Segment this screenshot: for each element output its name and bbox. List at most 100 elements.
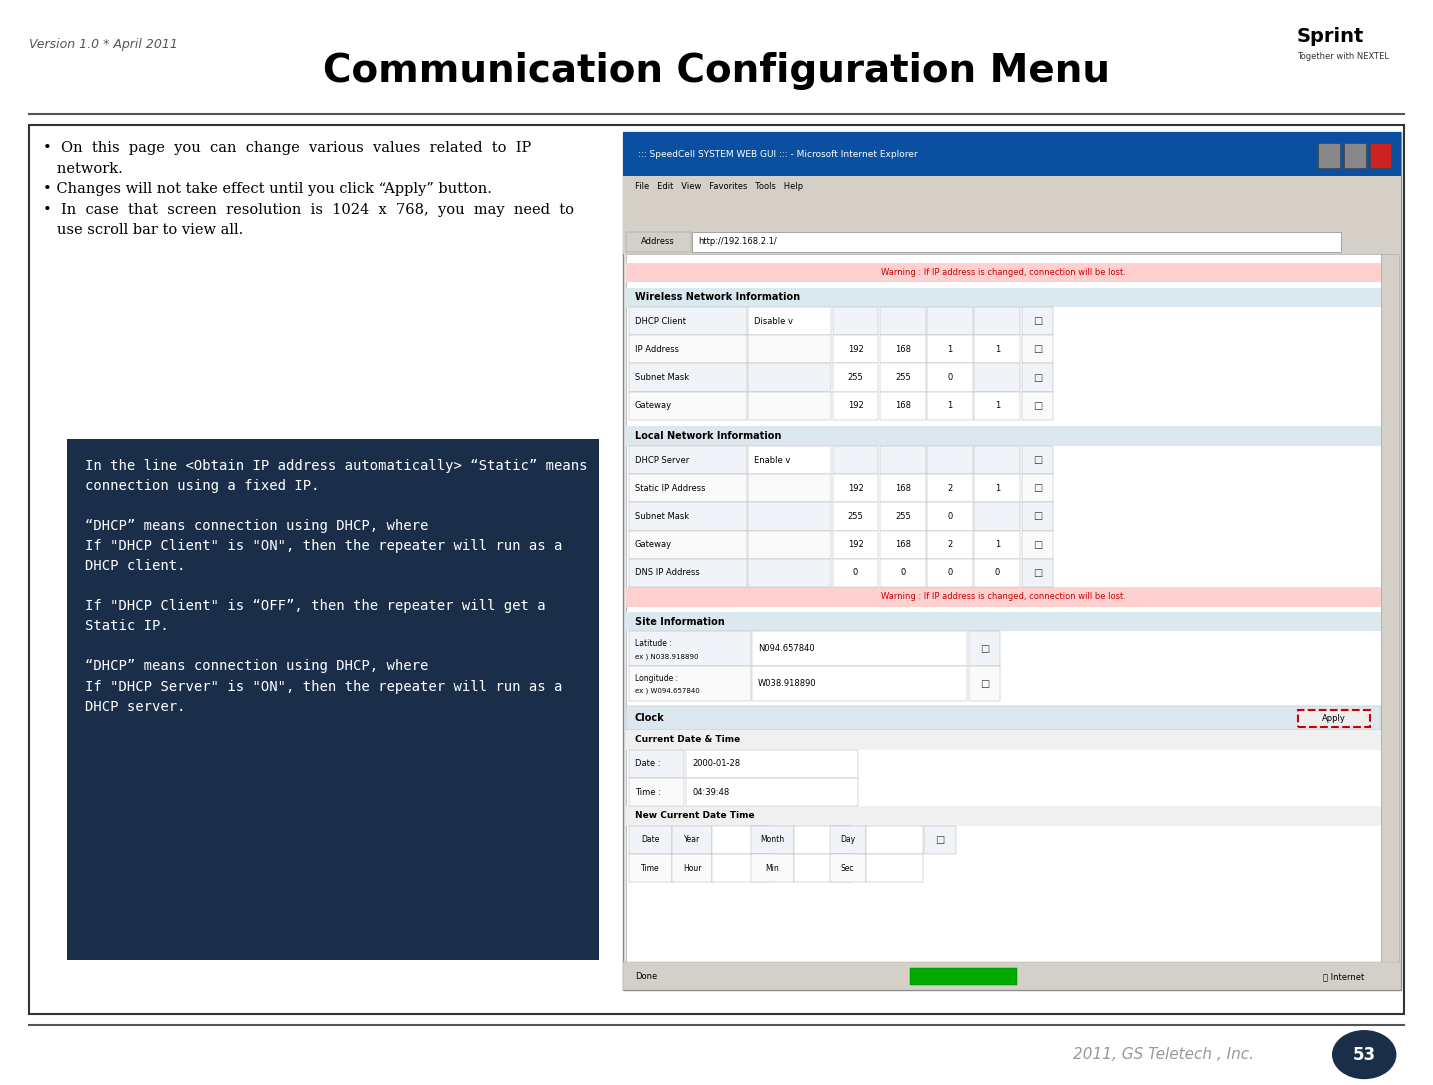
Text: □: □	[980, 643, 989, 654]
FancyBboxPatch shape	[927, 335, 973, 363]
FancyBboxPatch shape	[910, 968, 1017, 985]
Text: 192: 192	[848, 484, 863, 493]
Text: 168: 168	[894, 401, 911, 410]
FancyBboxPatch shape	[629, 854, 672, 882]
FancyBboxPatch shape	[833, 363, 878, 392]
FancyBboxPatch shape	[927, 559, 973, 587]
FancyBboxPatch shape	[1344, 143, 1366, 168]
Text: 0: 0	[947, 569, 953, 577]
Text: 0: 0	[947, 373, 953, 382]
Text: 1: 1	[947, 345, 953, 354]
FancyBboxPatch shape	[629, 750, 684, 778]
Text: Longitude :: Longitude :	[635, 674, 678, 682]
Text: 53: 53	[1353, 1046, 1376, 1063]
Text: Local Network Information: Local Network Information	[635, 431, 781, 442]
Text: File   Edit   View   Favorites   Tools   Help: File Edit View Favorites Tools Help	[635, 182, 802, 191]
Text: Subnet Mask: Subnet Mask	[635, 373, 689, 382]
FancyBboxPatch shape	[626, 612, 1381, 631]
FancyBboxPatch shape	[880, 307, 926, 335]
Text: Gateway: Gateway	[635, 401, 672, 410]
FancyBboxPatch shape	[623, 132, 1401, 176]
Text: ex ) N038.918890: ex ) N038.918890	[635, 653, 698, 660]
Text: Time :: Time :	[635, 788, 661, 796]
FancyBboxPatch shape	[623, 962, 1401, 990]
Text: Time: Time	[642, 864, 659, 872]
FancyBboxPatch shape	[1022, 474, 1053, 502]
Text: http://192.168.2.1/: http://192.168.2.1/	[698, 238, 777, 246]
FancyBboxPatch shape	[927, 446, 973, 474]
Text: Gateway: Gateway	[635, 540, 672, 549]
FancyBboxPatch shape	[1022, 335, 1053, 363]
FancyBboxPatch shape	[927, 392, 973, 420]
Text: □: □	[1033, 400, 1042, 411]
FancyBboxPatch shape	[752, 631, 967, 666]
FancyBboxPatch shape	[748, 474, 831, 502]
FancyBboxPatch shape	[833, 335, 878, 363]
FancyBboxPatch shape	[1022, 531, 1053, 559]
FancyBboxPatch shape	[833, 446, 878, 474]
FancyBboxPatch shape	[748, 559, 831, 587]
FancyBboxPatch shape	[794, 854, 851, 882]
FancyBboxPatch shape	[974, 531, 1020, 559]
Text: 255: 255	[896, 512, 910, 521]
Text: Version 1.0 * April 2011: Version 1.0 * April 2011	[29, 38, 178, 51]
Text: 🌐 Internet: 🌐 Internet	[1323, 972, 1364, 981]
Text: 0: 0	[995, 569, 1000, 577]
Text: Warning : If IP address is changed, connection will be lost.: Warning : If IP address is changed, conn…	[881, 268, 1126, 277]
FancyBboxPatch shape	[833, 474, 878, 502]
FancyBboxPatch shape	[629, 826, 672, 854]
Circle shape	[1333, 1031, 1396, 1078]
Text: 2: 2	[947, 540, 953, 549]
FancyBboxPatch shape	[751, 854, 794, 882]
Text: Latitude :: Latitude :	[635, 639, 672, 648]
Text: □: □	[1033, 344, 1042, 355]
Text: 192: 192	[848, 345, 863, 354]
Text: □: □	[1033, 455, 1042, 465]
FancyBboxPatch shape	[629, 474, 747, 502]
Text: N094.657840: N094.657840	[758, 644, 815, 653]
FancyBboxPatch shape	[1381, 254, 1399, 962]
Text: 1: 1	[995, 345, 1000, 354]
FancyBboxPatch shape	[974, 335, 1020, 363]
Text: Clock: Clock	[635, 713, 665, 724]
FancyBboxPatch shape	[927, 363, 973, 392]
FancyBboxPatch shape	[629, 392, 747, 420]
FancyBboxPatch shape	[629, 559, 747, 587]
FancyBboxPatch shape	[880, 335, 926, 363]
FancyBboxPatch shape	[880, 531, 926, 559]
FancyBboxPatch shape	[833, 559, 878, 587]
FancyBboxPatch shape	[1022, 392, 1053, 420]
Text: 192: 192	[848, 401, 863, 410]
FancyBboxPatch shape	[629, 666, 751, 701]
Text: Site Information: Site Information	[635, 616, 725, 627]
FancyBboxPatch shape	[686, 750, 858, 778]
FancyBboxPatch shape	[626, 232, 691, 252]
Text: ::: SpeedCell SYSTEM WEB GUI ::: - Microsoft Internet Explorer: ::: SpeedCell SYSTEM WEB GUI ::: - Micro…	[638, 150, 917, 158]
FancyBboxPatch shape	[974, 363, 1020, 392]
FancyBboxPatch shape	[712, 854, 770, 882]
FancyBboxPatch shape	[880, 446, 926, 474]
Text: Year: Year	[684, 835, 701, 844]
FancyBboxPatch shape	[712, 826, 770, 854]
Text: Hour: Hour	[684, 864, 701, 872]
FancyBboxPatch shape	[623, 132, 1401, 990]
FancyBboxPatch shape	[626, 706, 1381, 730]
Text: □: □	[1033, 539, 1042, 550]
Text: Together with NEXTEL: Together with NEXTEL	[1297, 52, 1389, 61]
FancyBboxPatch shape	[623, 197, 1401, 230]
FancyBboxPatch shape	[748, 446, 831, 474]
Text: •  On  this  page  you  can  change  various  values  related  to  IP
   network: • On this page you can change various va…	[43, 141, 575, 238]
FancyBboxPatch shape	[830, 854, 866, 882]
FancyBboxPatch shape	[1022, 363, 1053, 392]
Text: Min: Min	[765, 864, 780, 872]
FancyBboxPatch shape	[629, 502, 747, 531]
FancyBboxPatch shape	[830, 826, 866, 854]
Text: Sec: Sec	[841, 864, 854, 872]
Text: 0: 0	[900, 569, 906, 577]
FancyBboxPatch shape	[974, 392, 1020, 420]
FancyBboxPatch shape	[880, 363, 926, 392]
FancyBboxPatch shape	[1022, 446, 1053, 474]
FancyBboxPatch shape	[974, 559, 1020, 587]
Text: New Current Date Time: New Current Date Time	[635, 812, 754, 820]
FancyBboxPatch shape	[672, 854, 712, 882]
